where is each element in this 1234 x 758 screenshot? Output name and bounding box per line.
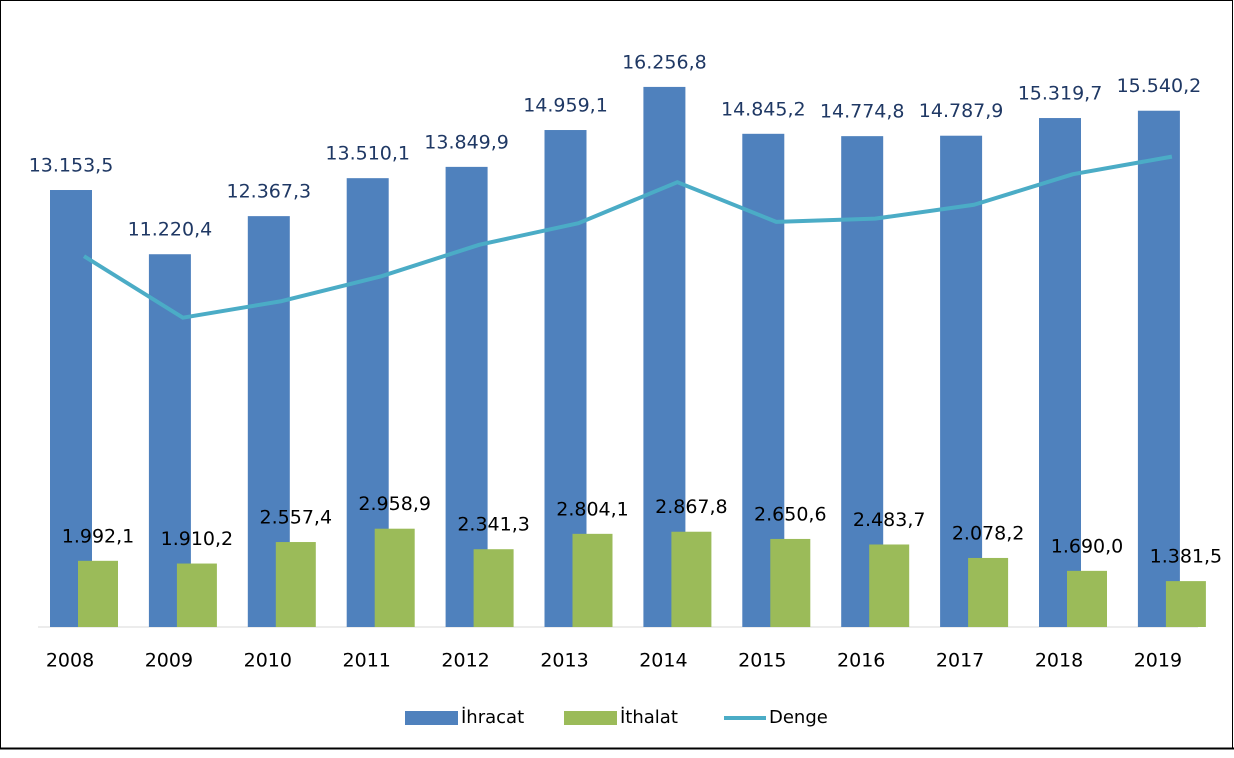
value-label: 1.690,0 [1051, 535, 1124, 557]
value-label: 2.341,3 [457, 514, 530, 536]
value-label: 14.787,9 [919, 100, 1004, 122]
bar [374, 528, 415, 627]
x-tick-label: 2013 [540, 650, 588, 672]
bar [572, 533, 613, 627]
bar [1165, 581, 1206, 627]
bar [176, 563, 217, 627]
value-label: 12.367,3 [226, 181, 311, 203]
bar [940, 135, 983, 627]
value-label: 2.557,4 [260, 507, 333, 529]
bar [968, 557, 1009, 627]
value-label: 2.078,2 [952, 522, 1025, 544]
value-label: 1.381,5 [1150, 546, 1223, 568]
bar [473, 549, 514, 627]
value-label: 14.774,8 [820, 101, 905, 123]
value-label: 2.804,1 [556, 498, 629, 520]
x-tick-label: 2015 [738, 650, 786, 672]
bar [78, 560, 118, 627]
x-tick-label: 2010 [244, 650, 292, 672]
x-tick-label: 2011 [343, 650, 391, 672]
value-label: 14.845,2 [721, 98, 806, 120]
value-label: 2.650,6 [754, 503, 827, 525]
bar [1039, 118, 1081, 627]
value-label: 16.256,8 [622, 51, 707, 73]
legend-swatch [405, 711, 458, 725]
x-tick-label: 2018 [1035, 650, 1083, 672]
value-label: 13.849,9 [424, 131, 509, 153]
legend-label: İthalat [620, 707, 678, 728]
line [82, 154, 1173, 320]
bar [869, 544, 910, 627]
legend-label: Denge [769, 707, 828, 728]
x-tick-label: 2019 [1134, 650, 1182, 672]
bar [671, 531, 712, 627]
value-label: 2.867,8 [655, 496, 728, 518]
legend-label: İhracat [461, 707, 524, 728]
x-tick-label: 2009 [145, 650, 193, 672]
bar [770, 538, 811, 627]
value-label: 15.319,7 [1018, 83, 1103, 105]
value-label: 1.910,2 [161, 528, 234, 550]
value-label: 14.959,1 [523, 95, 608, 117]
value-label: 15.540,2 [1117, 75, 1202, 97]
legend-swatch [564, 711, 617, 725]
x-tick-label: 2012 [441, 650, 489, 672]
value-label: 13.510,1 [325, 143, 410, 165]
bar [50, 190, 92, 627]
value-label: 2.958,9 [358, 493, 431, 515]
value-label: 13.153,5 [29, 155, 114, 177]
value-label: 2.483,7 [853, 509, 926, 531]
x-tick-label: 2014 [639, 650, 687, 672]
value-label: 1.992,1 [62, 525, 135, 547]
x-tick-label: 2017 [936, 650, 984, 672]
x-tick-label: 2008 [46, 650, 94, 672]
bar [1137, 110, 1180, 627]
bar [275, 542, 316, 627]
x-tick-label: 2016 [837, 650, 885, 672]
value-label: 11.220,4 [128, 219, 213, 241]
bar [1067, 570, 1107, 627]
